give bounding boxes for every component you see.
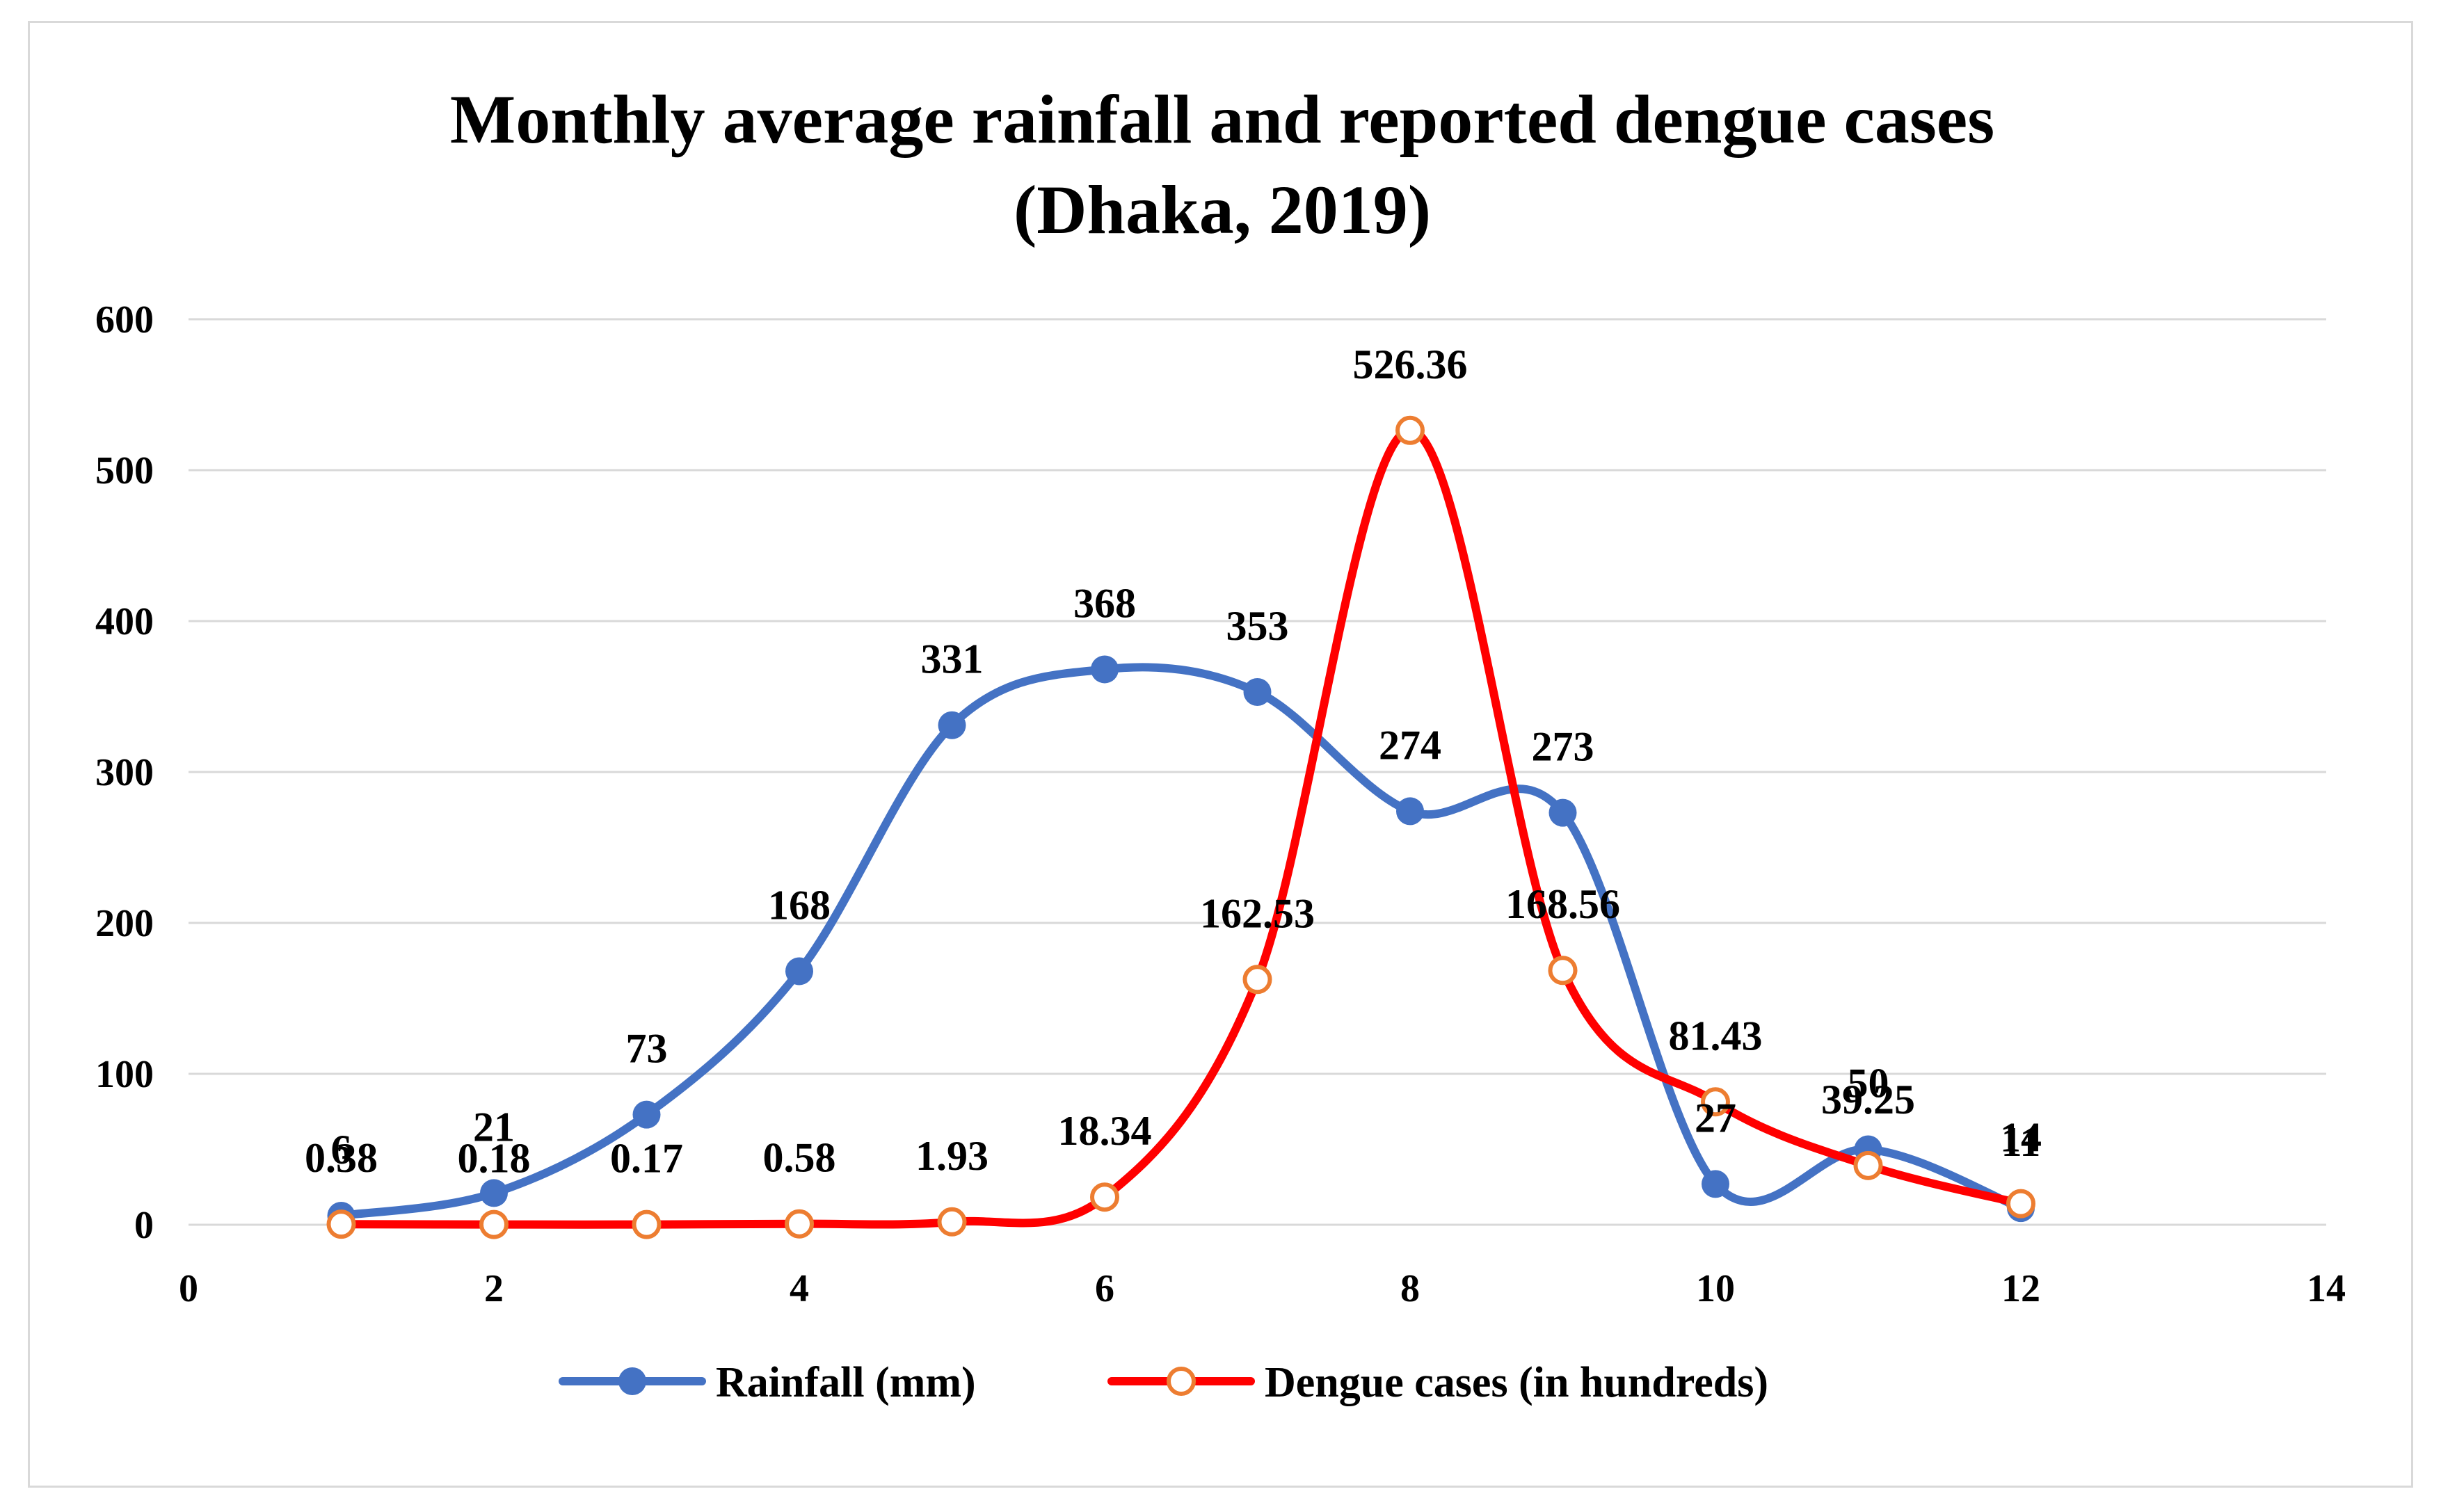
chart-title-line-1: Monthly average rainfall and reported de… xyxy=(450,81,1994,158)
data-label-dengue: 81.43 xyxy=(1669,1013,1763,1059)
data-label-rainfall: 21 xyxy=(473,1104,515,1150)
data-point-rainfall xyxy=(1243,677,1272,706)
data-label-dengue: 0.38 xyxy=(305,1135,378,1181)
data-label-dengue: 0.17 xyxy=(610,1136,683,1182)
y-tick-label: 100 xyxy=(95,1053,154,1096)
data-point-rainfall xyxy=(480,1179,508,1207)
x-tick-label: 0 xyxy=(179,1267,198,1310)
data-label-rainfall: 273 xyxy=(1532,724,1594,770)
data-label-rainfall: 6 xyxy=(331,1127,352,1173)
x-tick-label: 14 xyxy=(2307,1267,2346,1310)
data-label-rainfall: 331 xyxy=(921,636,984,682)
data-point-dengue xyxy=(326,1209,356,1239)
data-point-dengue xyxy=(1090,1182,1119,1212)
data-label-rainfall: 168 xyxy=(768,882,831,928)
gridlines xyxy=(189,318,2326,1226)
data-label-dengue: 168.56 xyxy=(1505,881,1620,927)
series-line-dengue xyxy=(337,426,2025,1229)
data-label-rainfall: 274 xyxy=(1379,722,1441,768)
x-axis-ticks: 0 2 4 6 8 10 12 14 xyxy=(179,1267,2346,1310)
y-tick-label: 400 xyxy=(95,600,154,643)
data-point-dengue xyxy=(479,1209,509,1239)
y-tick-label: 300 xyxy=(95,751,154,794)
y-tick-label: 200 xyxy=(95,902,154,945)
data-label-dengue: 0.58 xyxy=(763,1135,836,1181)
data-point-rainfall xyxy=(1548,798,1577,827)
data-point-dengue xyxy=(1853,1150,1883,1180)
data-label-rainfall: 50 xyxy=(1848,1061,1889,1107)
data-label-dengue: 14 xyxy=(2000,1115,2042,1161)
data-point-dengue xyxy=(1395,415,1425,445)
x-tick-label: 4 xyxy=(790,1267,809,1310)
data-point-dengue xyxy=(2006,1189,2035,1219)
x-tick-label: 6 xyxy=(1095,1267,1114,1310)
x-tick-label: 8 xyxy=(1400,1267,1420,1310)
data-point-rainfall xyxy=(1702,1170,1729,1198)
data-point-rainfall xyxy=(785,957,813,986)
legend-item-dengue: Dengue cases (in hundreds) xyxy=(1107,1359,1768,1406)
data-point-rainfall xyxy=(632,1100,661,1129)
x-tick-label: 2 xyxy=(484,1267,504,1310)
legend-marker-rainfall xyxy=(618,1367,646,1395)
data-label-rainfall: 353 xyxy=(1226,603,1289,649)
legend: Rainfall (mm) Dengue cases (in hundreds) xyxy=(559,1359,1768,1406)
chart-frame: Monthly average rainfall and reported de… xyxy=(28,21,2413,1488)
legend-item-rainfall: Rainfall (mm) xyxy=(559,1359,976,1406)
y-tick-label: 600 xyxy=(95,298,154,341)
series-layer xyxy=(326,415,2035,1239)
y-tick-label: 500 xyxy=(95,449,154,492)
y-axis-ticks: 0 100 200 300 400 500 600 xyxy=(95,298,154,1247)
data-label-dengue: 18.34 xyxy=(1058,1108,1152,1154)
x-tick-label: 12 xyxy=(2001,1267,2040,1310)
data-point-rainfall xyxy=(938,711,966,739)
legend-marker-dengue xyxy=(1167,1367,1196,1396)
data-label-rainfall: 11 xyxy=(2001,1119,2041,1165)
data-point-dengue xyxy=(1242,965,1272,995)
chart-title: Monthly average rainfall and reported de… xyxy=(450,81,1994,248)
chart-title-line-2: (Dhaka, 2019) xyxy=(1014,171,1431,248)
data-label-rainfall: 27 xyxy=(1695,1095,1736,1141)
chart-svg: Monthly average rainfall and reported de… xyxy=(95,81,2346,1406)
data-label-dengue: 526.36 xyxy=(1353,341,1468,387)
data-labels: 6 21 73 168 331 368 353 274 273 27 50 11 0.38 0.18 0.1… xyxy=(305,341,2042,1182)
data-point-dengue xyxy=(1548,956,1578,986)
y-tick-label: 0 xyxy=(134,1204,154,1247)
data-label-dengue: 39.25 xyxy=(1821,1077,1915,1123)
legend-label-rainfall: Rainfall (mm) xyxy=(716,1359,976,1406)
x-tick-label: 10 xyxy=(1696,1267,1735,1310)
data-point-dengue xyxy=(785,1209,814,1239)
data-point-dengue xyxy=(1701,1087,1730,1117)
data-label-rainfall: 73 xyxy=(626,1026,668,1072)
data-point-dengue xyxy=(937,1207,967,1237)
data-point-rainfall xyxy=(1091,655,1119,684)
data-point-rainfall xyxy=(1396,797,1424,826)
data-label-rainfall: 368 xyxy=(1073,580,1136,626)
legend-label-dengue: Dengue cases (in hundreds) xyxy=(1265,1359,1768,1406)
data-label-dengue: 0.18 xyxy=(458,1136,531,1182)
data-point-dengue xyxy=(632,1209,662,1239)
data-label-dengue: 1.93 xyxy=(915,1133,989,1179)
data-label-dengue: 162.53 xyxy=(1200,890,1315,936)
